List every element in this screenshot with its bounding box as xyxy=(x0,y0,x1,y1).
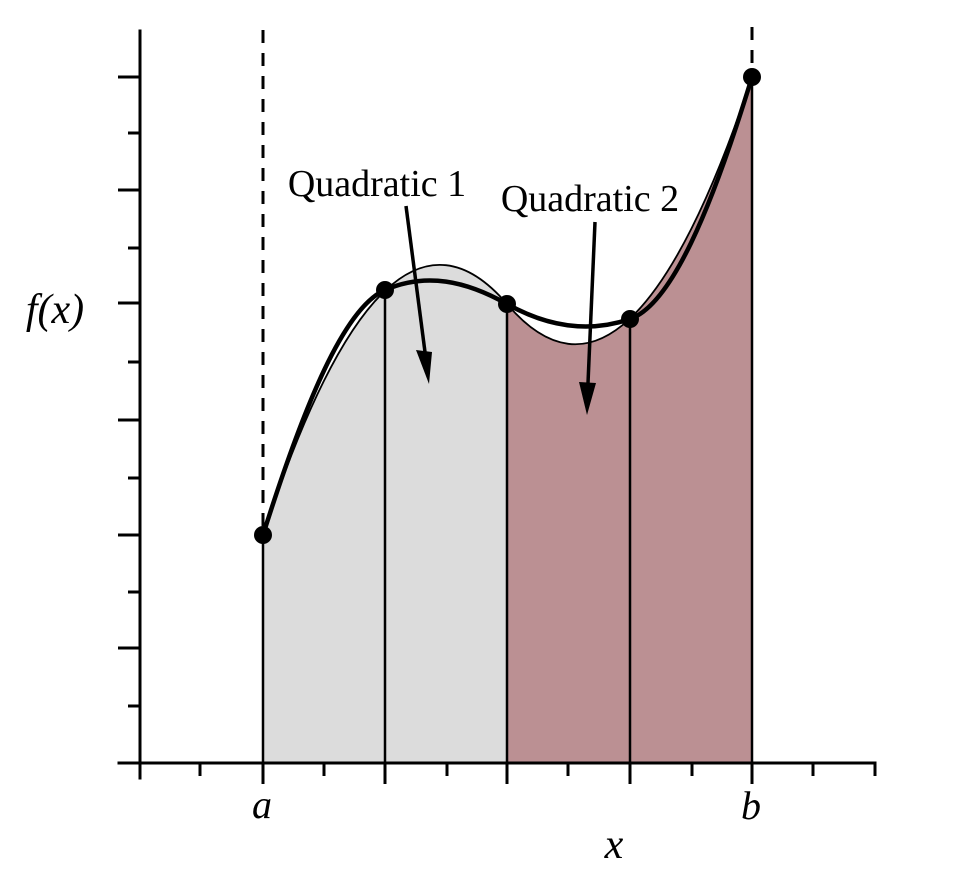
bound-a-label: a xyxy=(252,782,272,827)
data-points xyxy=(254,68,761,544)
x-axis-label: x xyxy=(604,822,624,868)
quadratic1-arrow-shaft xyxy=(404,205,427,353)
quadratic2-arrow-shaft xyxy=(586,221,597,384)
sample-point-dot xyxy=(376,281,394,299)
sample-point-dot xyxy=(743,68,761,86)
bound-b-label: b xyxy=(741,783,761,828)
subinterval-dividers xyxy=(261,77,754,763)
y-axis-label: f(x) xyxy=(25,287,85,333)
quadratic1-arrow-head-icon xyxy=(416,350,432,384)
sample-point-dot xyxy=(254,526,272,544)
sample-point-dot xyxy=(498,295,516,313)
quadratic1-label: Quadratic 1 xyxy=(287,163,467,205)
quadratic2-label: Quadratic 2 xyxy=(500,178,680,220)
axis-ticks xyxy=(118,75,877,784)
quadratic2-arrow-head-icon xyxy=(579,382,596,415)
sample-point-dot xyxy=(621,310,639,328)
